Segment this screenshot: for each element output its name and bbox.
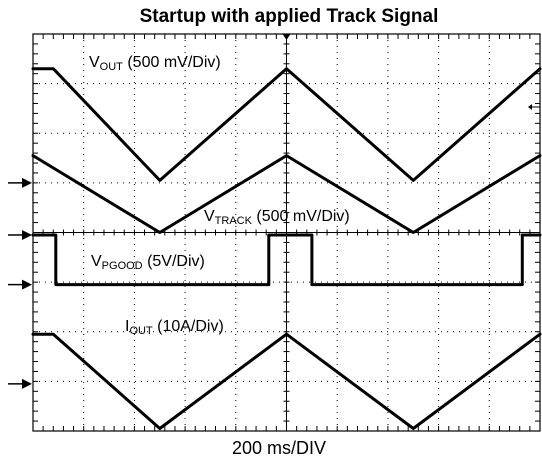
series-label-vpgood-rest: (5V/Div)	[143, 253, 205, 270]
channel-ground-marker-arrow	[22, 177, 32, 188]
series-label-iout-rest: (10A/Div)	[153, 318, 224, 335]
scope-grid	[32, 33, 541, 432]
trigger-position-marker	[282, 34, 291, 40]
trigger-level-arrow	[528, 104, 532, 110]
series-label-vout-rest: (500 mV/Div)	[123, 54, 221, 71]
series-label-vtrack-main: V	[204, 208, 215, 225]
trace-lines	[31, 67, 542, 430]
series-label-vtrack: VTRACK (500 mV/Div)	[204, 208, 350, 227]
series-label-vout: VOUT (500 mV/Div)	[89, 54, 221, 73]
trace-vtrack	[31, 154, 542, 234]
chart-title: Startup with applied Track Signal	[139, 6, 439, 27]
ground-markers	[8, 177, 32, 389]
trace-vout	[31, 67, 542, 182]
series-label-iout: IOUT (10A/Div)	[125, 318, 224, 337]
series-label-vtrack-sub: TRACK	[215, 215, 253, 227]
trace-vpgood	[31, 233, 542, 287]
trace-labels: VOUT (500 mV/Div) VTRACK (500 mV/Div) VP…	[89, 54, 350, 337]
series-label-iout-main: I	[125, 318, 129, 335]
series-label-iout-sub: OUT	[129, 325, 153, 337]
channel-ground-marker-arrow	[22, 279, 32, 290]
series-label-vout-sub: OUT	[100, 61, 124, 73]
trace-iout	[31, 332, 542, 430]
series-label-vpgood-sub: PGOOD	[102, 260, 143, 272]
series-label-vout-main: V	[89, 54, 100, 71]
series-label-vpgood-main: V	[91, 253, 102, 270]
channel-ground-marker-arrow	[22, 378, 32, 389]
channel-ground-marker-arrow	[22, 229, 32, 240]
series-label-vpgood: VPGOOD (5V/Div)	[91, 253, 205, 272]
x-axis-label: 200 ms/DIV	[231, 438, 327, 458]
series-label-vtrack-rest: (500 mV/Div)	[252, 208, 350, 225]
